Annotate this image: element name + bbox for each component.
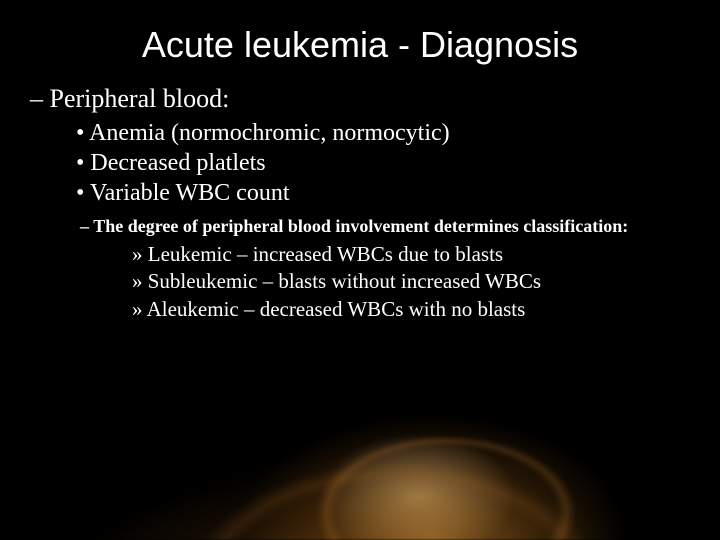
classification-item: Leukemic – increased WBCs due to blasts <box>132 241 696 268</box>
finding-item: Anemia (normochromic, normocytic) <box>76 118 696 148</box>
classification-item: Aleukemic – decreased WBCs with no blast… <box>132 296 696 323</box>
finding-item: Variable WBC count <box>76 178 696 208</box>
finding-item: Decreased platlets <box>76 148 696 178</box>
slide-title: Acute leukemia - Diagnosis <box>24 24 696 66</box>
classification-item: Subleukemic – blasts without increased W… <box>132 268 696 295</box>
classification-note: The degree of peripheral blood involveme… <box>80 216 696 237</box>
slide: Acute leukemia - Diagnosis Peripheral bl… <box>0 0 720 540</box>
slide-content: Acute leukemia - Diagnosis Peripheral bl… <box>0 0 720 323</box>
section-heading: Peripheral blood: <box>30 84 696 114</box>
